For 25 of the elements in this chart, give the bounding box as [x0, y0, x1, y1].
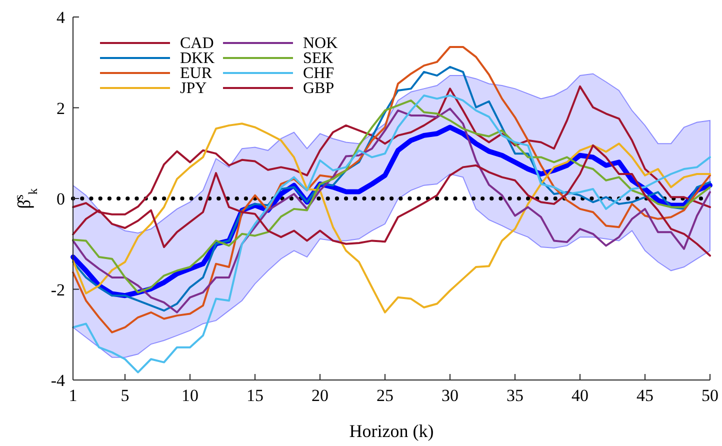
- x-tick-label: 30: [442, 386, 458, 405]
- legend-label: DKK: [180, 50, 216, 67]
- x-axis-title: Horizon (k): [349, 421, 434, 441]
- y-tick-label: 0: [56, 190, 65, 208]
- y-tick-label: 2: [56, 98, 65, 118]
- y-tick-label: -4: [50, 371, 66, 390]
- legend-label: GBP: [303, 80, 334, 97]
- legend-label: SEK: [303, 50, 334, 67]
- legend-label: EUR: [180, 65, 212, 82]
- legend-label: JPY: [180, 80, 208, 97]
- x-tick-label: 25: [376, 386, 394, 405]
- x-tick-label: 45: [636, 386, 654, 405]
- legend-label: CAD: [180, 35, 214, 52]
- x-tick-label: 40: [572, 386, 588, 405]
- legend-label: NOK: [303, 35, 338, 52]
- x-tick-label: 15: [246, 386, 264, 405]
- x-tick-label: 35: [506, 386, 524, 405]
- legend-label: CHF: [303, 65, 334, 82]
- x-tick-label: 10: [182, 386, 198, 405]
- x-tick-label: 5: [120, 386, 130, 405]
- x-tick-label: 20: [312, 386, 328, 405]
- y-tick-label: 4: [56, 8, 66, 27]
- x-tick-label: 1: [68, 386, 78, 405]
- x-tick-label: 50: [702, 386, 718, 405]
- y-tick-label: -2: [50, 280, 65, 300]
